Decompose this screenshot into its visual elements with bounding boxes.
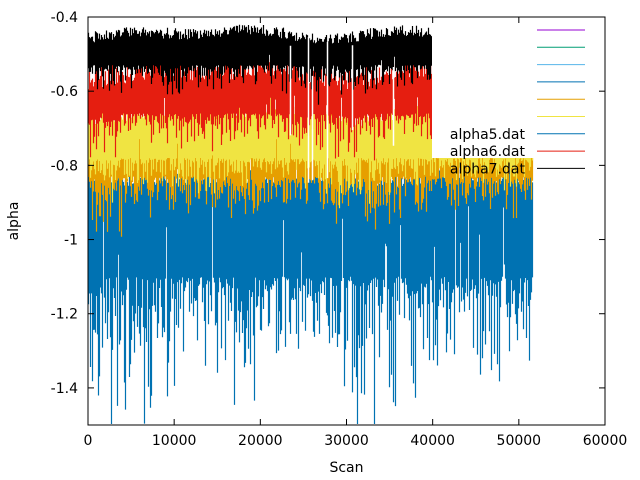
y-tick-label: -0.6 [51,84,78,100]
legend-label: alpha6.dat [450,144,526,160]
legend-label: alpha7.dat [450,161,526,177]
y-tick-label: -0.8 [51,158,78,174]
x-tick-label: 0 [84,433,93,449]
legend-background [432,18,604,158]
x-tick-label: 10000 [152,433,197,449]
x-tick-label: 20000 [238,433,283,449]
y-tick-label: -1.2 [51,307,78,323]
series-gaps [289,37,395,183]
ticks: 0 10000 20000 30000 40000 50000 60000 -1.4 -1.2 -… [51,10,628,449]
y-tick-label: -1 [64,233,78,249]
y-tick-label: -1.4 [51,381,78,397]
x-tick-label: 40000 [410,433,455,449]
x-tick-label: 60000 [583,433,628,449]
y-axis-label: alpha [6,202,22,241]
y-tick-label: -0.4 [51,10,78,26]
x-tick-label: 50000 [497,433,542,449]
x-axis-label: Scan [329,460,363,476]
legend-label: alpha5.dat [450,127,526,143]
x-tick-label: 30000 [324,433,369,449]
